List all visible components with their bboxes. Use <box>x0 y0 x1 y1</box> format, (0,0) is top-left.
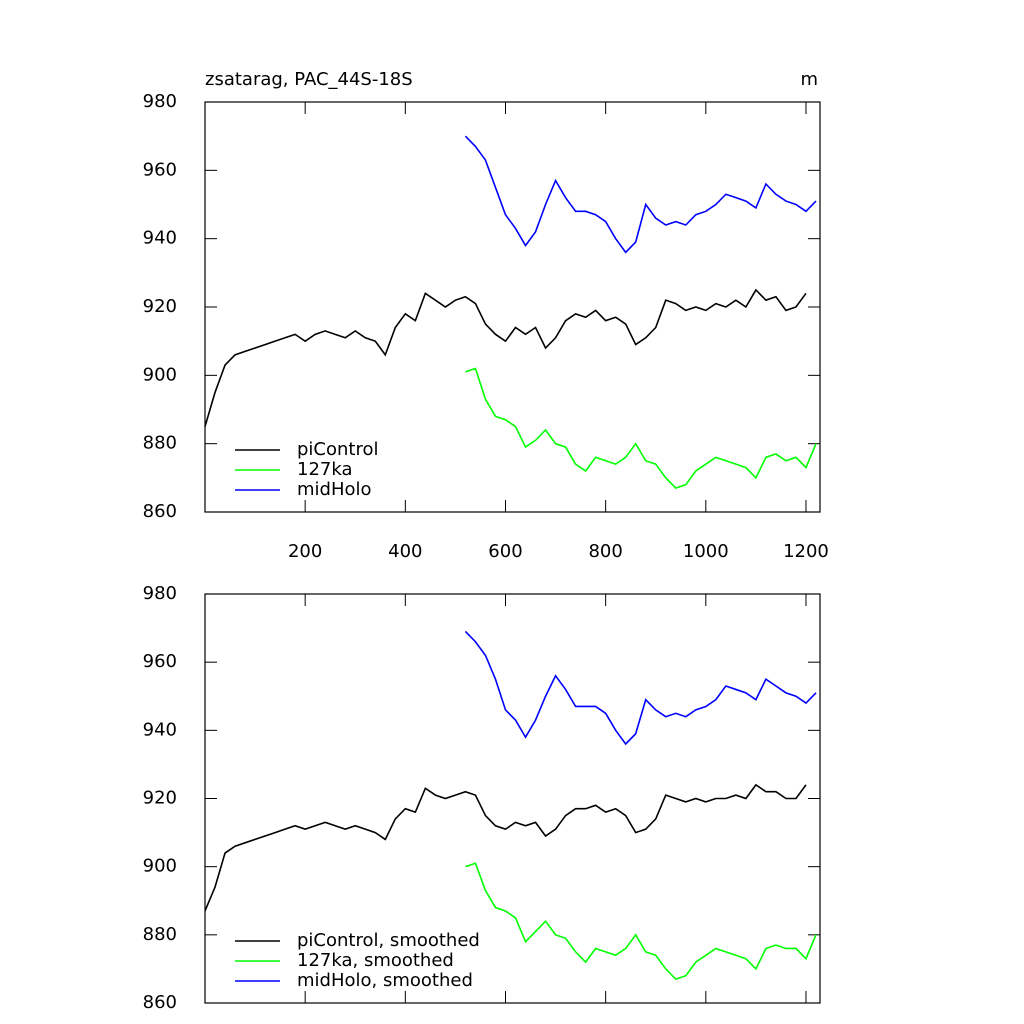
data-line <box>465 862 817 981</box>
data-line <box>204 288 807 427</box>
data-line <box>204 783 807 912</box>
y-tick-label: 960 <box>143 651 177 672</box>
legend-label: 127ka, smoothed <box>297 950 454 971</box>
units-label: m <box>800 69 818 90</box>
y-tick-label: 900 <box>143 856 177 877</box>
y-tick-label: 960 <box>143 159 177 180</box>
y-tick-label: 920 <box>143 788 177 809</box>
y-tick-label: 940 <box>143 228 177 249</box>
y-tick-label: 860 <box>143 992 177 1013</box>
y-tick-label: 940 <box>143 719 177 740</box>
legend-label: piControl, smoothed <box>297 930 480 951</box>
y-tick-label: 980 <box>143 91 177 112</box>
y-tick-label: 980 <box>143 583 177 604</box>
y-tick-label: 880 <box>143 924 177 945</box>
data-line <box>464 630 817 746</box>
legend-label: piControl <box>297 439 379 460</box>
chart-title: zsatarag, PAC_44S-18S <box>205 69 413 90</box>
y-tick-label: 900 <box>143 364 177 385</box>
y-tick-label: 860 <box>143 501 177 522</box>
x-tick-label: 1200 <box>783 541 829 562</box>
legend-label: 127ka <box>297 459 353 480</box>
x-tick-label: 600 <box>488 541 522 562</box>
x-tick-label: 200 <box>288 541 322 562</box>
legend-label: midHolo <box>297 479 372 500</box>
legend-label: midHolo, smoothed <box>297 970 473 991</box>
x-tick-label: 800 <box>588 541 622 562</box>
y-tick-label: 880 <box>143 433 177 454</box>
x-tick-label: 400 <box>388 541 422 562</box>
data-line <box>464 135 817 254</box>
x-tick-label: 1000 <box>683 541 729 562</box>
y-tick-label: 920 <box>143 296 177 317</box>
data-line <box>465 367 817 490</box>
